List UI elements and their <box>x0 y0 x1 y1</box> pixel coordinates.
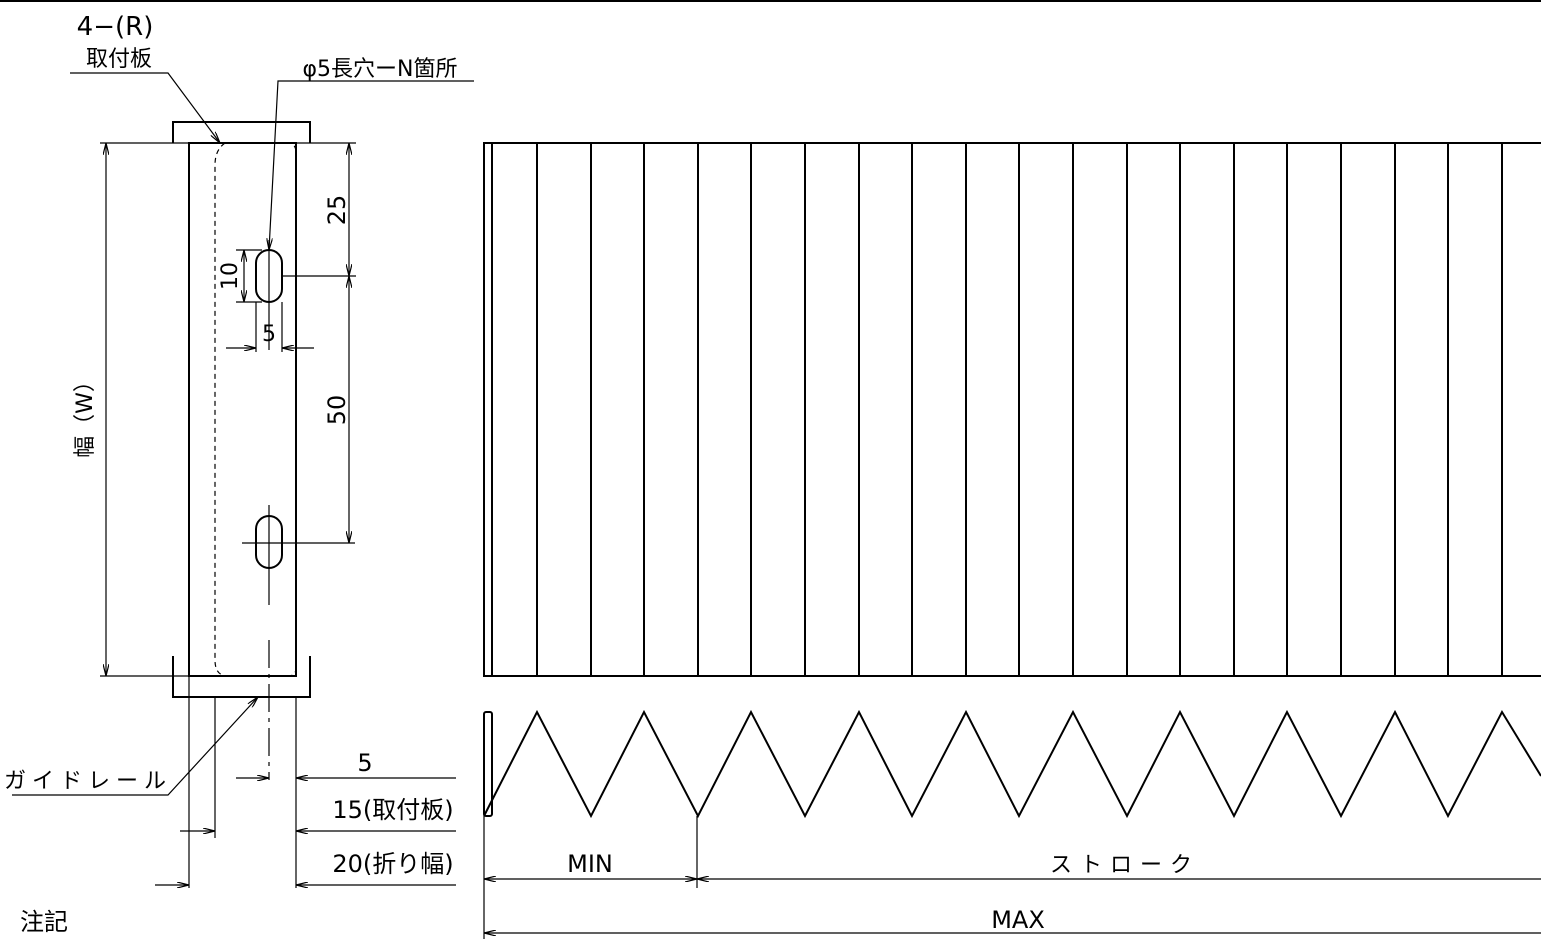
dim-plate-width: 15(取付板) <box>332 796 453 824</box>
dim-top-offset: 25 <box>323 195 351 226</box>
mounting-plate-leader <box>70 72 220 143</box>
profile-end-plate <box>483 711 493 817</box>
pleat-lines <box>536 143 1503 676</box>
stroke-label: ストローク <box>1050 853 1200 878</box>
guide-rail-leader <box>12 697 258 796</box>
guide-rail-label: ガイドレール <box>4 769 172 794</box>
min-label: MIN <box>567 850 613 878</box>
dim-fold-width: 20(折り幅) <box>332 850 453 878</box>
width-label: 幅（W） <box>73 370 98 458</box>
mounting-plate-outline <box>188 142 297 677</box>
slot-leader <box>269 80 474 250</box>
fold-hidden-line <box>214 142 297 677</box>
side-view: 幅（W） 25 50 10 5 4−(R) 取付板 φ5長穴ーN箇所 ガイドレー… <box>4 12 474 936</box>
mounting-plate-label: 取付板 <box>86 47 152 72</box>
slot-label: φ5長穴ーN箇所 <box>303 57 458 82</box>
max-label: MAX <box>991 906 1045 934</box>
bellows-front-outline <box>483 142 1541 677</box>
dim-slot-width: 5 <box>262 322 276 347</box>
dim-slot-pitch: 50 <box>323 395 351 426</box>
front-view <box>483 142 1541 677</box>
pleat-zigzag <box>483 709 1541 819</box>
part-label: 4−(R) <box>77 12 154 42</box>
dim-slot-length: 10 <box>218 262 243 290</box>
profile-view: MIN ストローク MAX <box>483 709 1541 939</box>
notes-label: 注記 <box>20 908 68 936</box>
dim-edge-offset: 5 <box>357 749 372 777</box>
guide-rail-top <box>172 121 311 143</box>
